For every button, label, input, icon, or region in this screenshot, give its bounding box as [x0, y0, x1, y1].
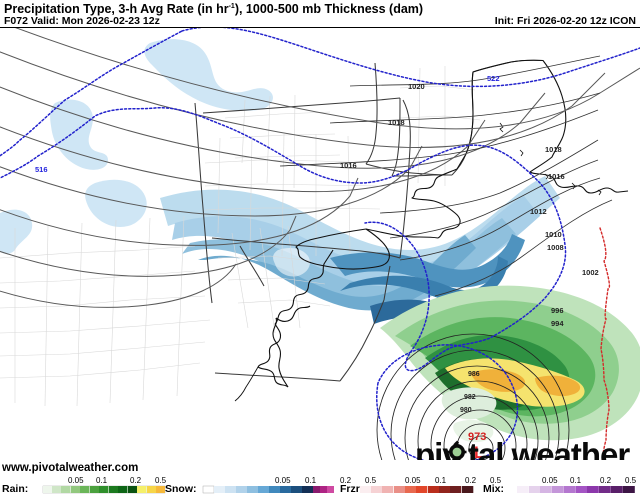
- svg-text:0.2: 0.2: [600, 476, 612, 485]
- svg-text:1016: 1016: [548, 172, 565, 181]
- svg-text:0.2: 0.2: [465, 476, 477, 485]
- svg-text:piv tal weather: piv tal weather: [415, 436, 630, 460]
- svg-text:Mix:: Mix:: [483, 483, 504, 494]
- svg-text:Rain:: Rain:: [2, 483, 28, 494]
- svg-text:1018: 1018: [388, 118, 405, 127]
- svg-text:994: 994: [551, 319, 564, 328]
- svg-text:0.05: 0.05: [542, 476, 558, 485]
- svg-text:1020: 1020: [408, 82, 425, 91]
- svg-text:www.pivotalweather.com: www.pivotalweather.com: [1, 462, 138, 474]
- svg-text:986: 986: [468, 371, 480, 378]
- svg-text:0.05: 0.05: [68, 476, 84, 485]
- svg-text:1002: 1002: [582, 268, 599, 277]
- svg-text:516: 516: [35, 165, 48, 174]
- svg-text:982: 982: [464, 394, 476, 401]
- svg-text:0.05: 0.05: [405, 476, 421, 485]
- svg-text:Snow:: Snow:: [165, 483, 197, 494]
- svg-text:980: 980: [460, 407, 472, 414]
- svg-text:0.05: 0.05: [275, 476, 291, 485]
- svg-text:0.1: 0.1: [435, 476, 447, 485]
- svg-text:996: 996: [551, 306, 564, 315]
- svg-text:0.5: 0.5: [625, 476, 637, 485]
- svg-text:1010: 1010: [545, 230, 562, 239]
- svg-text:1018: 1018: [545, 145, 562, 154]
- svg-text:1012: 1012: [530, 207, 547, 216]
- svg-text:0.1: 0.1: [96, 476, 108, 485]
- svg-text:Frzr:: Frzr:: [340, 483, 363, 494]
- svg-text:522: 522: [487, 74, 500, 83]
- svg-text:0.5: 0.5: [365, 476, 377, 485]
- svg-text:0.1: 0.1: [305, 476, 317, 485]
- svg-text:0.1: 0.1: [570, 476, 582, 485]
- svg-text:1016: 1016: [340, 161, 357, 170]
- svg-text:1008: 1008: [547, 243, 564, 252]
- svg-text:0.2: 0.2: [130, 476, 142, 485]
